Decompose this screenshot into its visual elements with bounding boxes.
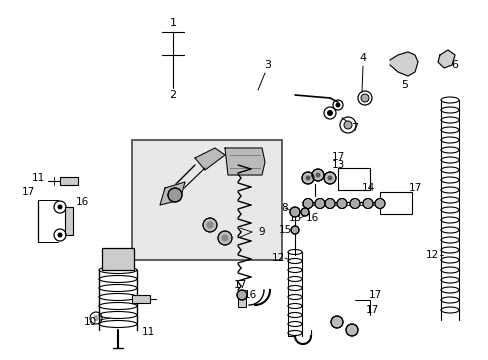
Bar	[132, 140, 282, 260]
Bar	[337, 168, 369, 190]
Text: 16: 16	[243, 290, 256, 300]
Text: 5: 5	[401, 80, 407, 90]
Text: 17: 17	[233, 280, 246, 290]
Circle shape	[324, 172, 335, 184]
Text: 13: 13	[288, 213, 301, 223]
Circle shape	[327, 176, 332, 180]
Circle shape	[330, 316, 342, 328]
Text: 2: 2	[169, 90, 176, 100]
Circle shape	[302, 172, 313, 184]
Text: 11: 11	[141, 327, 154, 337]
Text: 8: 8	[281, 203, 288, 213]
Text: 12: 12	[271, 253, 284, 263]
Text: 1: 1	[169, 18, 176, 28]
Circle shape	[58, 233, 62, 238]
Circle shape	[346, 324, 357, 336]
Circle shape	[314, 198, 325, 208]
Bar	[60, 177, 78, 185]
Circle shape	[326, 110, 332, 116]
Text: 12: 12	[425, 250, 438, 260]
Circle shape	[305, 176, 310, 180]
Circle shape	[343, 121, 351, 129]
Text: 13: 13	[331, 160, 344, 170]
Circle shape	[336, 198, 346, 208]
Circle shape	[311, 169, 324, 181]
Bar	[379, 192, 411, 214]
Bar	[102, 248, 134, 270]
Text: 17: 17	[331, 152, 344, 162]
Circle shape	[303, 198, 312, 208]
Text: 16: 16	[305, 213, 318, 223]
Bar	[65, 207, 73, 235]
Circle shape	[290, 226, 298, 234]
Text: 16: 16	[75, 197, 88, 207]
Polygon shape	[160, 182, 184, 205]
Polygon shape	[224, 148, 264, 175]
Text: 17: 17	[365, 305, 378, 315]
Circle shape	[237, 290, 246, 300]
Polygon shape	[437, 50, 454, 68]
Bar	[132, 295, 150, 303]
Text: 17: 17	[407, 183, 421, 193]
Circle shape	[289, 207, 299, 217]
Circle shape	[315, 172, 320, 177]
Circle shape	[301, 208, 308, 216]
Text: 17: 17	[367, 290, 381, 300]
Circle shape	[374, 198, 384, 208]
Text: 14: 14	[361, 183, 374, 193]
Circle shape	[325, 198, 334, 208]
Polygon shape	[389, 52, 417, 76]
Circle shape	[206, 221, 213, 229]
Circle shape	[93, 315, 99, 321]
Circle shape	[221, 234, 228, 242]
Circle shape	[349, 198, 359, 208]
Circle shape	[168, 188, 182, 202]
Text: 10: 10	[83, 317, 96, 327]
Circle shape	[58, 204, 62, 210]
Circle shape	[335, 103, 340, 108]
Text: 17: 17	[21, 187, 35, 197]
Text: 3: 3	[264, 60, 271, 70]
Text: 11: 11	[31, 173, 44, 183]
Text: 7: 7	[351, 123, 358, 133]
Text: 15: 15	[278, 225, 291, 235]
Circle shape	[218, 231, 231, 245]
Bar	[238, 295, 245, 307]
Circle shape	[360, 94, 368, 102]
Text: 6: 6	[450, 60, 458, 70]
Text: 9: 9	[258, 227, 265, 237]
Circle shape	[362, 198, 372, 208]
Circle shape	[203, 218, 217, 232]
Polygon shape	[195, 148, 224, 170]
Text: 4: 4	[359, 53, 366, 63]
